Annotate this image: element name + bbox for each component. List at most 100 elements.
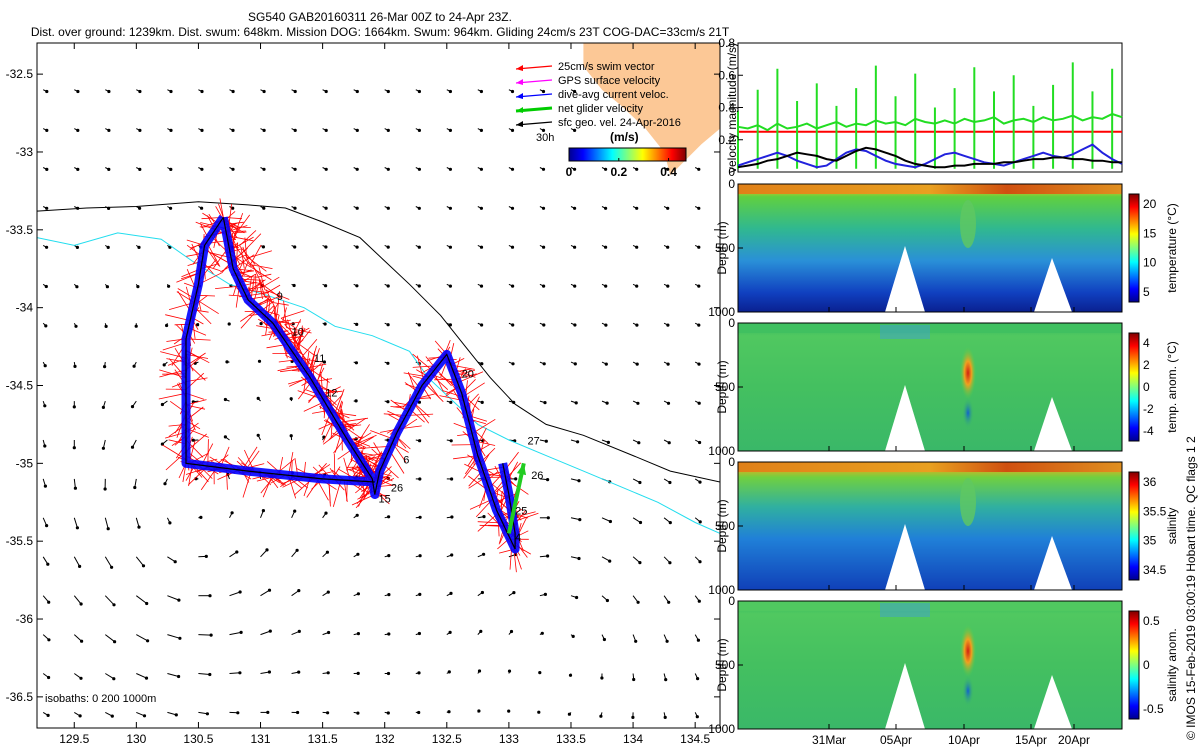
velocity-ylabel: velocity magnitude (m/s) [725, 43, 739, 173]
current-vector-head [262, 167, 266, 171]
map-background [37, 43, 720, 728]
current-vector-head [236, 711, 240, 715]
map-x-tick-label: 133 [499, 732, 519, 746]
current-vector [136, 634, 148, 642]
current-vector-head [200, 89, 204, 94]
current-vector-head [173, 560, 177, 564]
current-vector-head [510, 284, 515, 288]
current-vector-head [145, 601, 149, 606]
current-vector-head [78, 714, 82, 718]
current-vector-head [105, 285, 109, 289]
current-vector-head [667, 600, 671, 604]
current-vector-head [47, 675, 51, 680]
current-vector-head [355, 245, 359, 249]
current-vector-head [132, 364, 136, 368]
current-vector-head [168, 245, 172, 249]
current-vector-head [697, 284, 701, 288]
section-x-tick-label: 15Apr [1015, 733, 1047, 747]
colorbar-ticks: 0 0.2 0.4 [566, 158, 677, 179]
current-vector-head [256, 433, 260, 437]
colorbar-unit: (m/s) [610, 130, 639, 144]
current-vector-head [510, 206, 515, 210]
current-vector-head [510, 128, 515, 132]
current-vector [229, 591, 241, 597]
swim-vector [244, 254, 267, 272]
current-vector-head [541, 206, 546, 210]
current-vector-head [631, 715, 635, 720]
section-colorbar [1128, 471, 1140, 581]
current-vector-head [577, 479, 581, 483]
current-vector-head [635, 284, 639, 288]
section-colorbar [1128, 193, 1140, 303]
current-vector-head [43, 364, 47, 368]
current-vector-head [602, 637, 607, 642]
current-vector-head [386, 323, 390, 327]
current-vector-head [664, 678, 668, 682]
legend-label: dive-avg current veloc. [558, 89, 669, 101]
current-vector-head [169, 206, 173, 210]
current-vector [167, 634, 181, 639]
glider-track [185, 217, 516, 550]
current-vector-head [355, 128, 359, 132]
net-velocity-shaft [506, 462, 526, 534]
eddy-anomaly-cool [962, 397, 974, 429]
current-vector-head [604, 323, 608, 327]
current-vector-head [543, 401, 547, 405]
current-vector-head [387, 554, 391, 558]
current-vector-head [261, 509, 265, 513]
current-vector-head [223, 435, 227, 439]
current-vector-head [541, 167, 546, 171]
section-colorbar-label: salinity anom. [1165, 628, 1179, 701]
current-vector-head [666, 206, 670, 210]
swim-vector [239, 245, 256, 265]
swim-vector [244, 237, 248, 259]
swim-vector [264, 289, 290, 300]
current-vector [167, 595, 180, 601]
section-colorbar-label: temperature (°C) [1165, 203, 1179, 293]
current-vector-head [356, 711, 360, 715]
section-x-tick-label: 05Apr [880, 733, 912, 747]
current-vector [104, 556, 113, 568]
bathymetry [1034, 675, 1072, 729]
current-vector-head [479, 128, 483, 132]
current-vector-head [178, 636, 182, 640]
current-vector-head [600, 676, 604, 680]
current-vector-head [208, 672, 212, 677]
current-vector-head [137, 525, 141, 529]
current-vector-head [44, 284, 48, 289]
current-vector-head [386, 400, 390, 404]
current-vector-head [79, 602, 83, 606]
current-vector-head [231, 206, 235, 210]
bathymetry [885, 524, 925, 590]
surface-layer [738, 462, 1122, 472]
current-vector-head [635, 167, 639, 171]
eddy-anomaly-cool [962, 675, 974, 707]
velocity-y-tick-label: 0.2 [718, 133, 735, 147]
section-colorbar-tick: -0.5 [1143, 702, 1164, 716]
current-vector-head [204, 554, 208, 559]
current-vector-head [324, 89, 328, 94]
current-vector-head [417, 284, 421, 288]
current-vector-field [42, 89, 702, 720]
net-velocity-head [516, 463, 527, 476]
current-vector-head [480, 362, 484, 366]
current-vector-head [355, 513, 359, 517]
dive-label: 6 [403, 454, 409, 466]
current-vector-head [386, 361, 390, 365]
current-vector-head [293, 89, 297, 94]
bathymetry [1034, 536, 1072, 590]
swim-vector [345, 417, 367, 432]
current-vector-head [327, 630, 331, 635]
current-vector-head [110, 714, 114, 718]
legend-label: GPS surface velocity [558, 75, 661, 87]
current-vector-head [448, 206, 452, 210]
current-vector-head [574, 401, 578, 405]
current-vector-head [697, 206, 701, 210]
bathymetry [885, 385, 925, 451]
section-ylabel: Depth (m) [715, 638, 729, 691]
current-vector-head [136, 285, 140, 289]
section-y-tick-label: 500 [715, 241, 735, 255]
section-y-tick-label: 500 [715, 380, 735, 394]
current-vector-head [355, 206, 359, 210]
bathymetry [885, 246, 925, 312]
